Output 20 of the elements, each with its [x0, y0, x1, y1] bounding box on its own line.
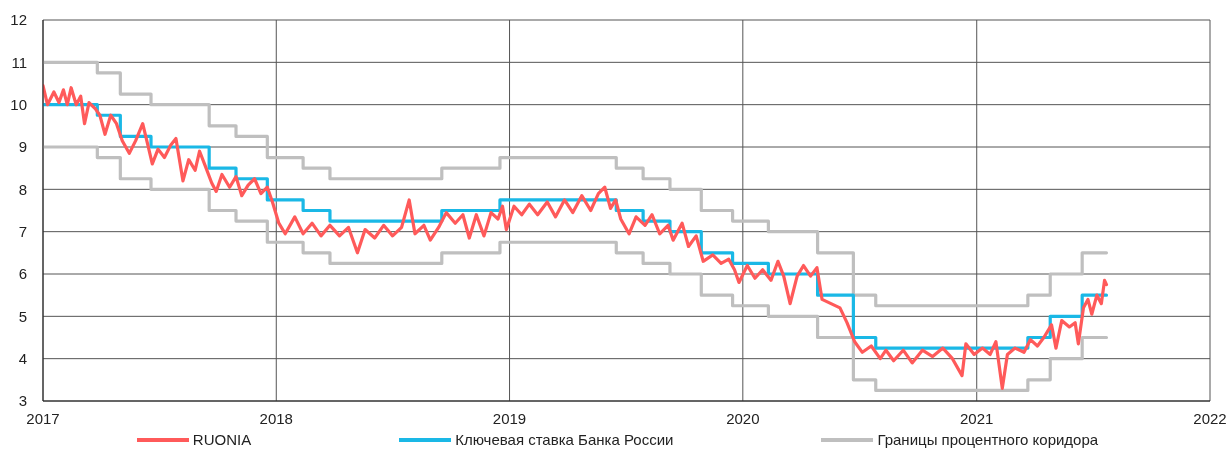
- y-tick-label: 4: [18, 349, 27, 367]
- y-tick-label: 12: [10, 11, 27, 29]
- x-tick-label: 2017: [26, 409, 60, 427]
- x-tick-label: 2020: [726, 409, 760, 427]
- y-tick-label: 11: [11, 53, 27, 71]
- y-tick-label: 8: [18, 180, 27, 198]
- line-series: [43, 84, 1109, 390]
- x-tick-label: 2018: [259, 409, 293, 427]
- y-tick-label: 5: [18, 307, 27, 325]
- y-tick-label: 9: [18, 138, 27, 156]
- legend-label: RUONIA: [192, 431, 252, 448]
- x-tick-label: 2019: [492, 409, 527, 427]
- legend-label: Ключевая ставка Банка России: [455, 431, 674, 448]
- y-tick-label: 3: [18, 392, 27, 410]
- y-tick-label: 7: [18, 222, 27, 240]
- legend-label: Границы процентного коридора: [877, 431, 1099, 448]
- x-tick-label: 2022: [1193, 409, 1227, 427]
- y-tick-label: 6: [18, 265, 27, 283]
- y-tick-label: 10: [10, 95, 27, 113]
- x-tick-label: 2021: [960, 409, 994, 427]
